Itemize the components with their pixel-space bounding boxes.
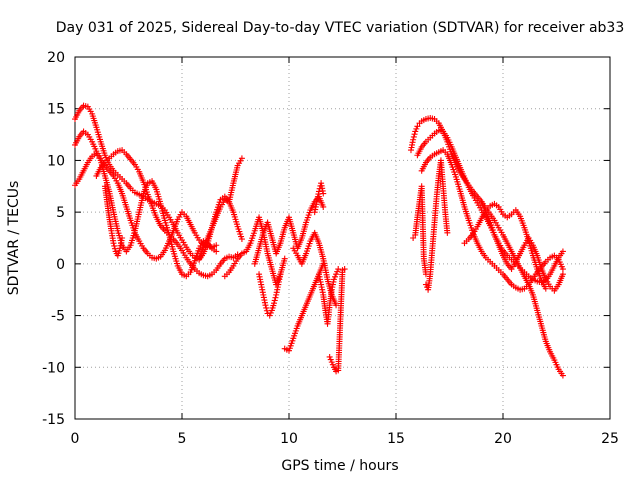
y-tick-label: 10 — [47, 153, 65, 169]
data-point — [413, 125, 420, 132]
series-track-4 — [93, 147, 241, 280]
series-track-1 — [72, 102, 245, 263]
data-point — [411, 131, 418, 138]
data-point — [334, 268, 341, 275]
data-point — [328, 359, 335, 366]
series-track-19 — [410, 183, 429, 278]
data-point — [262, 302, 269, 309]
data-point — [320, 203, 327, 210]
data-point — [410, 136, 417, 143]
series-track-16 — [414, 127, 566, 286]
data-point — [271, 297, 278, 304]
chart-title: Day 031 of 2025, Sidereal Day-to-day VTE… — [56, 20, 625, 36]
data-point — [213, 248, 220, 255]
data-point — [320, 190, 327, 197]
data-point — [559, 271, 566, 278]
data-point — [267, 309, 274, 316]
series-track-12 — [315, 266, 342, 327]
data-point — [326, 353, 333, 360]
series-track-8 — [251, 193, 327, 267]
data-point — [410, 133, 417, 140]
data-point — [412, 128, 419, 135]
plot-frame — [74, 56, 611, 420]
data-points — [72, 102, 566, 379]
series-track-17 — [418, 147, 566, 293]
data-point — [335, 266, 342, 273]
series-track-11 — [290, 229, 340, 309]
data-point — [111, 242, 118, 249]
series-track-5 — [101, 183, 126, 259]
data-point — [272, 294, 279, 301]
data-point — [329, 361, 336, 368]
y-tick-label: 15 — [47, 102, 65, 118]
y-tick-label: -10 — [42, 360, 65, 376]
data-point — [271, 300, 278, 307]
data-point — [542, 285, 549, 292]
data-point — [410, 235, 417, 241]
y-tick-label: -15 — [42, 412, 65, 428]
data-point — [332, 273, 339, 280]
series-track-13 — [326, 266, 348, 375]
data-point — [238, 155, 245, 162]
data-point — [277, 271, 284, 278]
x-tick-label: 15 — [387, 431, 405, 447]
series-track-18 — [422, 157, 451, 293]
data-point — [119, 235, 126, 241]
data-point — [414, 123, 421, 130]
x-tick-label: 25 — [601, 431, 619, 447]
data-point — [444, 229, 451, 236]
data-point — [110, 240, 117, 247]
series-track-14 — [311, 180, 327, 216]
y-tick-label: 5 — [56, 205, 65, 221]
y-axis-label: SDTVAR / TECUs — [6, 181, 22, 296]
data-point — [281, 255, 288, 262]
data-point — [266, 312, 273, 319]
data-point — [341, 266, 348, 273]
series-track-6 — [196, 196, 245, 262]
y-tick-label: -5 — [51, 309, 65, 325]
data-point — [327, 356, 334, 363]
y-tick-label: 20 — [47, 50, 65, 66]
series-track-9 — [256, 271, 284, 319]
data-point — [330, 276, 337, 283]
series-track-21 — [478, 198, 566, 294]
data-point — [559, 372, 566, 379]
x-tick-label: 20 — [494, 431, 512, 447]
x-tick-label: 5 — [178, 431, 187, 447]
data-point — [263, 304, 270, 311]
x-axis-label: GPS time / hours — [281, 458, 398, 474]
data-point — [333, 271, 340, 278]
data-point — [559, 248, 566, 255]
data-point — [238, 236, 245, 243]
data-point — [213, 242, 220, 249]
x-tick-label: 10 — [280, 431, 298, 447]
data-point — [559, 266, 566, 273]
data-point — [422, 271, 429, 278]
y-tick-label: 0 — [56, 257, 65, 273]
series-track-10 — [281, 260, 327, 354]
x-tick-label: 0 — [71, 431, 80, 447]
